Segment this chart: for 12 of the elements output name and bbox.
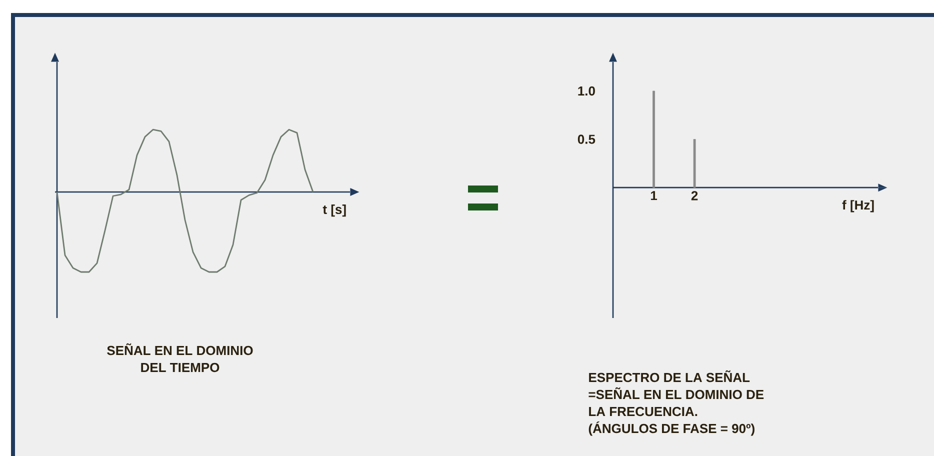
x-axis-title: f [Hz]	[842, 200, 874, 212]
text: LA FRECUENCIA.	[589, 406, 698, 416]
text: ESPECTRO DE LA SEÑAL	[589, 370, 750, 382]
x-tick-label: 2	[691, 191, 698, 200]
text: SEÑAL EN EL DOMINIO	[107, 343, 253, 356]
y-tick-label: 0.5	[578, 134, 596, 144]
x-axis-title: t [s]	[322, 204, 346, 217]
text: (ÁNGULOS DE FASE = 90º)	[588, 421, 754, 436]
text: DEL TIEMPO	[141, 362, 220, 372]
x-tick-label: 1	[650, 191, 658, 200]
y-tick-label: 1.0	[578, 86, 595, 96]
text: =SEÑAL EN EL DOMINIO DE	[588, 387, 764, 400]
